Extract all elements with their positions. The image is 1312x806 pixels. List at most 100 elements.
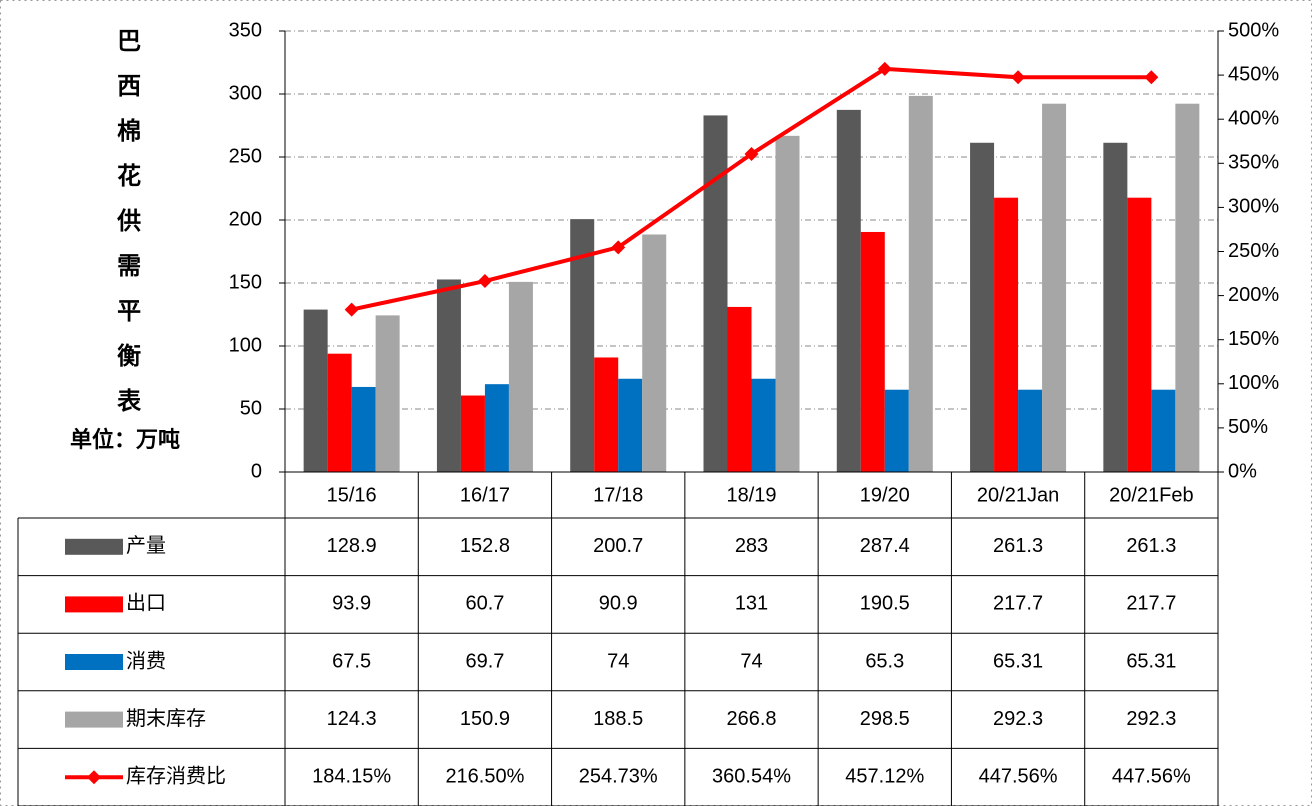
y-tick-label: 200	[229, 208, 262, 230]
table-cell: 292.3	[1126, 708, 1176, 730]
y2-tick-label: 150%	[1228, 328, 1279, 350]
table-cell: 292.3	[993, 708, 1043, 730]
table-cell: 128.9	[327, 535, 377, 557]
x-tick-label: 19/20	[860, 484, 910, 506]
y2-tick-label: 300%	[1228, 196, 1279, 218]
bar	[375, 315, 400, 472]
bar	[970, 142, 995, 472]
bar	[1103, 142, 1128, 472]
bar	[836, 109, 861, 472]
line-marker	[611, 240, 626, 255]
y2-tick-label: 450%	[1228, 63, 1279, 85]
table-cell: 69.7	[465, 650, 504, 672]
table-cell: 74	[740, 650, 762, 672]
y2-tick-label: 250%	[1228, 240, 1279, 262]
line-marker	[877, 61, 892, 76]
x-tick-label: 20/21Jan	[977, 484, 1059, 506]
table-cell: 152.8	[460, 535, 510, 557]
legend-swatch	[65, 596, 123, 613]
bar	[508, 281, 533, 472]
legend-label: 期末库存	[126, 707, 206, 730]
legend-swatch	[65, 538, 123, 555]
line-marker	[344, 302, 359, 317]
bar	[484, 384, 509, 472]
table-cell: 184.15%	[312, 765, 391, 787]
x-tick-label: 15/16	[327, 484, 377, 506]
bar	[751, 378, 776, 472]
y-tick-label: 250	[229, 145, 262, 167]
legend-label: 消费	[126, 649, 166, 672]
legend-swatch	[65, 654, 123, 670]
table-cell: 90.9	[599, 593, 638, 615]
unit-label: 单位：万吨	[70, 427, 180, 452]
y-tick-label: 100	[229, 334, 262, 356]
x-tick-label: 18/19	[726, 484, 776, 506]
y2-tick-label: 500%	[1228, 19, 1279, 41]
y-tick-label: 150	[229, 271, 262, 293]
table-cell: 131	[735, 593, 768, 615]
bar	[327, 353, 352, 472]
bar	[1018, 389, 1043, 472]
bar	[460, 395, 485, 472]
bar	[642, 234, 667, 472]
table-cell: 261.3	[993, 535, 1043, 557]
table-cell: 150.9	[460, 708, 510, 730]
bar	[908, 95, 933, 472]
y2-tick-label: 350%	[1228, 152, 1279, 174]
table-cell: 65.3	[865, 650, 904, 672]
legend-marker	[87, 770, 101, 785]
line-marker	[744, 147, 759, 162]
bar	[1175, 103, 1200, 473]
table-cell: 298.5	[860, 708, 910, 730]
bar	[594, 357, 619, 472]
y2-tick-label: 50%	[1228, 416, 1268, 438]
y-tick-label: 350	[229, 19, 262, 41]
legend-label: 库存消费比	[126, 764, 226, 787]
x-tick-label: 20/21Feb	[1109, 484, 1194, 506]
bar	[775, 135, 800, 472]
table-cell: 65.31	[993, 650, 1043, 672]
x-tick-label: 16/17	[460, 484, 510, 506]
table-cell: 447.56%	[979, 765, 1058, 787]
y2-tick-label: 200%	[1228, 284, 1279, 306]
table-cell: 217.7	[993, 593, 1043, 615]
bar	[351, 386, 376, 472]
line-marker	[477, 274, 492, 289]
table-cell: 457.12%	[845, 765, 924, 787]
x-tick-label: 17/18	[593, 484, 643, 506]
table-cell: 190.5	[860, 593, 910, 615]
table-cell: 287.4	[860, 535, 910, 557]
y-tick-label: 0	[251, 460, 262, 482]
table-cell: 188.5	[593, 708, 643, 730]
bar	[994, 197, 1019, 472]
legend-label: 产量	[126, 534, 166, 557]
bar	[303, 309, 328, 472]
table-cell: 60.7	[465, 593, 504, 615]
bar	[570, 219, 595, 472]
table-cell: 65.31	[1126, 650, 1176, 672]
table-cell: 266.8	[726, 708, 776, 730]
table-cell: 447.56%	[1112, 765, 1191, 787]
y2-tick-label: 0%	[1228, 460, 1257, 482]
bar	[436, 279, 461, 472]
line-marker	[1011, 70, 1026, 85]
bar	[1127, 197, 1152, 472]
table-cell: 283	[735, 535, 768, 557]
bar	[1151, 389, 1176, 472]
legend-label: 出口	[126, 592, 166, 615]
table-cell: 216.50%	[445, 765, 524, 787]
bar	[618, 378, 643, 472]
y-tick-label: 300	[229, 82, 262, 104]
table-cell: 200.7	[593, 535, 643, 557]
line-series	[351, 66, 1152, 312]
y-tick-label: 50	[240, 397, 262, 419]
y2-tick-label: 400%	[1228, 107, 1279, 129]
y2-tick-label: 100%	[1228, 372, 1279, 394]
table-cell: 93.9	[332, 593, 371, 615]
bar	[884, 389, 909, 472]
bar	[860, 231, 885, 472]
bar	[727, 306, 752, 472]
table-cell: 124.3	[327, 708, 377, 730]
line-marker	[1144, 70, 1159, 85]
